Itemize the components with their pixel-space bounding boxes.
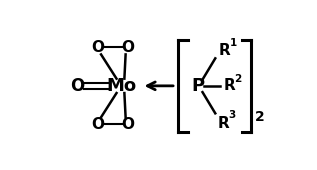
Text: R: R	[218, 43, 230, 58]
Text: 1: 1	[230, 38, 237, 48]
Text: O: O	[121, 40, 135, 55]
Text: O: O	[91, 117, 104, 132]
Text: O: O	[91, 40, 104, 55]
Text: 2: 2	[255, 110, 264, 124]
Text: R: R	[223, 78, 235, 93]
Text: Mo: Mo	[107, 77, 137, 95]
Text: O: O	[71, 77, 85, 95]
Text: P: P	[191, 77, 205, 95]
Text: 3: 3	[229, 110, 236, 120]
Text: 2: 2	[235, 74, 242, 84]
Text: R: R	[217, 116, 229, 131]
Text: O: O	[121, 117, 135, 132]
